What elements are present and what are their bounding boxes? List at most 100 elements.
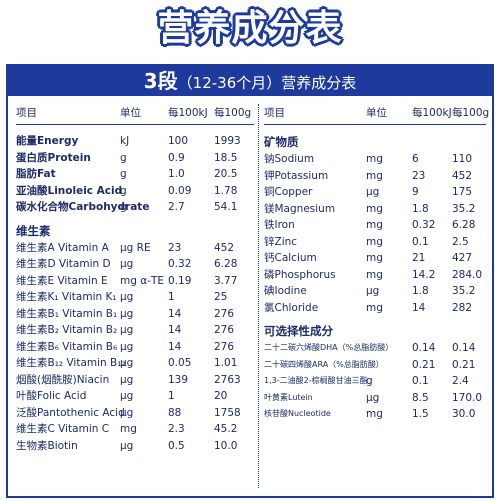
value-per-100g: 20.5 bbox=[214, 168, 238, 180]
nutrient-name: 碳水化合物Carbohydrate bbox=[16, 201, 150, 213]
nutrient-name: 二十二碳六烯酸DHA（%总脂肪酸） bbox=[264, 343, 394, 352]
table-row: 氯Chloride mg 14 282 bbox=[264, 300, 486, 317]
value-per-100g: 1.01 bbox=[214, 357, 238, 369]
nutrient-name: 磷Phosphorus bbox=[264, 268, 336, 281]
table-row: 二十二碳六烯酸DHA（%总脂肪酸） 0.14 0.14 bbox=[264, 340, 486, 357]
nutrient-name: 泛酸Pantothenic Acid bbox=[16, 406, 125, 419]
value-per-100g: 282 bbox=[452, 301, 473, 314]
table-row: 维生素E Vitamin E mg α-TE 0.19 3.77 bbox=[16, 273, 254, 290]
table-row: 维生素D Vitamin D μg 0.32 6.28 bbox=[16, 256, 254, 273]
table-row: 叶黄素Lutein μg 8.5 170.0 bbox=[264, 390, 486, 407]
nutrient-name: 亚油酸Linoleic Acid bbox=[16, 184, 123, 197]
nutrient-name: 能量Energy bbox=[16, 135, 79, 147]
table-row: 维生素B₂ Vitamin B₂ μg 14 276 bbox=[16, 322, 254, 339]
table-row: 维生素B₁ Vitamin B₁ μg 14 276 bbox=[16, 306, 254, 323]
value-per-100g: 276 bbox=[214, 307, 235, 320]
nutrient-name: 1,3-二油酸2-棕榈酸甘油三酯 bbox=[264, 376, 368, 385]
value-per-100kj: 1.8 bbox=[412, 202, 429, 215]
table-row: 锌Zinc mg 0.1 2.5 bbox=[264, 234, 486, 251]
nutrient-unit: mg bbox=[120, 423, 137, 435]
table-row: 铁Iron mg 0.32 6.28 bbox=[264, 217, 486, 234]
value-per-100g: 54.1 bbox=[214, 201, 238, 213]
nutrient-name: 钙Calcium bbox=[264, 252, 317, 264]
value-per-100g: 110 bbox=[452, 153, 473, 165]
nutrient-name: 叶酸Folic Acid bbox=[16, 390, 87, 402]
value-per-100g: 10.0 bbox=[214, 439, 238, 452]
value-per-100g: 175 bbox=[452, 186, 473, 198]
table-row: 磷Phosphorus mg 14.2 284.0 bbox=[264, 267, 486, 284]
table-row: 能量Energy kJ 100 1993 bbox=[16, 133, 254, 150]
nutrient-unit: μg bbox=[120, 406, 134, 419]
nutrient-unit: mg bbox=[366, 235, 383, 248]
value-per-100kj: 0.32 bbox=[168, 258, 192, 270]
nutrient-unit: μg bbox=[120, 307, 134, 320]
header-rule-right bbox=[264, 124, 486, 125]
basics-list: 能量Energy kJ 100 1993 蛋白质Protein g 0.9 18.5 脂肪Fat… bbox=[16, 133, 254, 216]
nutrient-name: 维生素A Vitamin A bbox=[16, 241, 109, 254]
value-per-100kj: 1 bbox=[168, 390, 175, 402]
nutrient-name: 脂肪Fat bbox=[16, 168, 56, 180]
nutrient-unit: mg bbox=[366, 408, 383, 420]
value-per-100g: 45.2 bbox=[214, 423, 238, 435]
value-per-100kj: 0.5 bbox=[168, 439, 185, 452]
header-per100g: 每100g bbox=[214, 107, 252, 119]
value-per-100kj: 0.05 bbox=[168, 357, 192, 369]
value-per-100g: 0.14 bbox=[452, 342, 476, 354]
value-per-100kj: 2.3 bbox=[168, 423, 185, 435]
nutrient-unit: mg bbox=[366, 301, 383, 314]
optional-list: 二十二碳六烯酸DHA（%总脂肪酸） 0.14 0.14 二十碳四烯酸ARA（%总脂肪酸… bbox=[264, 340, 486, 423]
value-per-100g: 20 bbox=[214, 390, 228, 402]
value-per-100g: 35.2 bbox=[452, 285, 476, 297]
value-per-100kj: 14.2 bbox=[412, 268, 436, 281]
table-row: 维生素A Vitamin A μg RE 23 452 bbox=[16, 240, 254, 257]
table-row: 铜Copper μg 9 175 bbox=[264, 184, 486, 201]
nutrient-name: 维生素B₂ Vitamin B₂ bbox=[16, 324, 118, 336]
nutrient-unit: μg bbox=[120, 390, 134, 402]
table-row: 叶酸Folic Acid μg 1 20 bbox=[16, 388, 254, 405]
value-per-100kj: 139 bbox=[168, 373, 189, 386]
nutrient-unit: mg bbox=[366, 219, 383, 231]
nutrient-unit: mg bbox=[366, 252, 383, 264]
optional-title: 可选择性成分 bbox=[264, 324, 333, 338]
nutrient-unit: μg bbox=[120, 439, 134, 452]
value-per-100g: 25 bbox=[214, 291, 228, 303]
table-row: 钠Sodium mg 6 110 bbox=[264, 151, 486, 168]
value-per-100g: 452 bbox=[452, 169, 473, 182]
nutrient-name: 维生素B₁ Vitamin B₁ bbox=[16, 307, 118, 320]
table-row: 碘Iodine μg 1.8 35.2 bbox=[264, 283, 486, 300]
value-per-100g: 6.28 bbox=[452, 219, 476, 231]
nutrient-unit: kJ bbox=[120, 135, 130, 147]
value-per-100g: 18.5 bbox=[214, 151, 238, 164]
header-unit-right: 单位 bbox=[366, 107, 387, 119]
table-row: 生物素Biotin μg 0.5 10.0 bbox=[16, 438, 254, 455]
value-per-100kj: 88 bbox=[168, 406, 182, 419]
header-unit: 单位 bbox=[120, 107, 141, 119]
value-per-100g: 3.77 bbox=[214, 274, 238, 287]
table-row: 维生素B₁₂ Vitamin B₁₂ μg 0.05 1.01 bbox=[16, 355, 254, 372]
nutrient-name: 维生素D Vitamin D bbox=[16, 258, 111, 270]
nutrient-name: 钾Potassium bbox=[264, 169, 329, 182]
value-per-100kj: 0.09 bbox=[168, 184, 192, 197]
value-per-100kj: 21 bbox=[412, 252, 426, 264]
nutrient-name: 镁Magnesium bbox=[264, 202, 336, 215]
vitamins-list: 维生素A Vitamin A μg RE 23 452 维生素D Vitamin D μg… bbox=[16, 240, 254, 455]
page-title: 营养成分表 bbox=[157, 8, 343, 49]
value-per-100g: 2763 bbox=[214, 373, 241, 386]
nutrient-name: 维生素B₆ Vitamin B₆ bbox=[16, 340, 118, 353]
nutrient-unit: g bbox=[366, 375, 373, 387]
value-per-100kj: 23 bbox=[412, 169, 426, 182]
table-row: 二十碳四烯酸ARA（%总脂肪酸） 0.21 0.21 bbox=[264, 357, 486, 374]
value-per-100kj: 1 bbox=[168, 291, 175, 303]
value-per-100kj: 6 bbox=[412, 153, 419, 165]
value-per-100g: 284.0 bbox=[452, 268, 483, 281]
nutrient-name: 维生素C Vitamin C bbox=[16, 423, 110, 435]
nutrient-unit: g bbox=[120, 201, 127, 213]
value-per-100kj: 1.8 bbox=[412, 285, 429, 297]
nutrient-unit: g bbox=[120, 168, 127, 180]
header-per100g-right: 每100g bbox=[452, 107, 490, 119]
value-per-100g: 2.4 bbox=[452, 375, 469, 387]
nutrient-name: 钠Sodium bbox=[264, 153, 315, 165]
nutrient-unit: μg RE bbox=[120, 241, 151, 254]
nutrient-name: 碘Iodine bbox=[264, 285, 307, 297]
table-row: 钙Calcium mg 21 427 bbox=[264, 250, 486, 267]
